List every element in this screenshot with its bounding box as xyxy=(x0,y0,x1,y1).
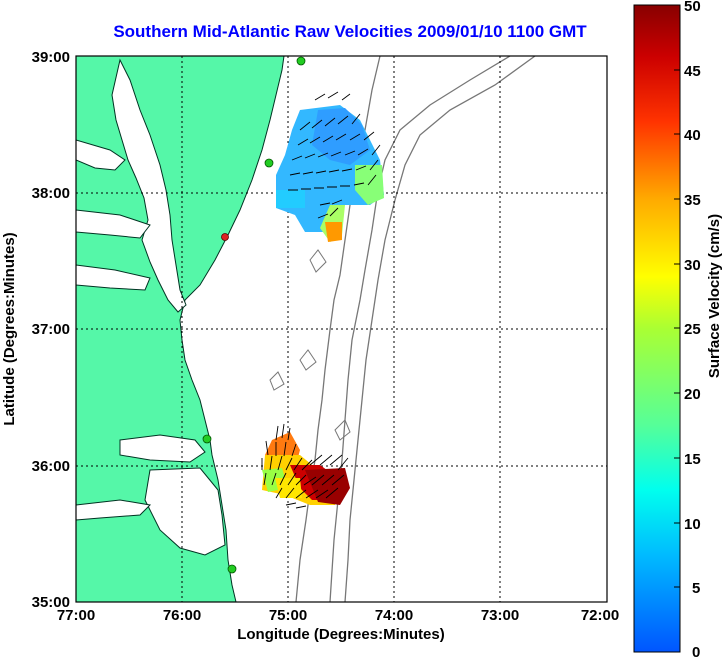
x-tick-label: 74:00 xyxy=(375,607,413,624)
y-tick-label: 35:00 xyxy=(32,594,70,611)
bay-inlet-1 xyxy=(76,139,126,171)
isobath-contour-3 xyxy=(344,56,536,602)
x-axis-label: Longitude (Degrees:Minutes) xyxy=(237,626,445,643)
colorbar-label: Surface Velocity (cm/s) xyxy=(706,214,723,378)
colorbar-tick-label: 20 xyxy=(684,386,701,403)
x-tick-labels: 77:00 76:00 75:00 74:00 73:00 72:00 xyxy=(57,607,619,624)
station-marker xyxy=(202,434,212,444)
y-tick-label: 36:00 xyxy=(32,458,70,475)
y-axis-label: Latitude (Degrees:Minutes) xyxy=(1,232,18,425)
x-tick-label: 73:00 xyxy=(481,607,519,624)
colorbar-tick-labels: 50 45 40 35 30 25 20 15 10 5 0 xyxy=(684,0,701,659)
station-marker xyxy=(227,564,237,574)
colorbar-tick-label: 10 xyxy=(684,516,701,533)
plot-title: Southern Mid-Atlantic Raw Velocities 200… xyxy=(113,22,587,41)
colorbar-tick-label: 25 xyxy=(684,321,701,338)
radar-stations xyxy=(202,56,306,574)
isobath-contour-4 xyxy=(269,249,351,441)
colorbar-tick-label: 50 xyxy=(684,0,701,15)
colorbar-tick-label: 0 xyxy=(692,644,700,659)
x-tick-label: 75:00 xyxy=(269,607,307,624)
x-tick-label: 76:00 xyxy=(163,607,201,624)
y-tick-label: 38:00 xyxy=(32,185,70,202)
station-marker xyxy=(221,233,229,241)
colorbar-tick-label: 35 xyxy=(684,192,701,209)
colorbar-tick-label: 40 xyxy=(684,127,701,144)
y-tick-labels: 39:00 38:00 37:00 36:00 35:00 xyxy=(32,49,70,611)
x-tick-label: 72:00 xyxy=(581,607,619,624)
colorbar-tick-marks xyxy=(674,4,680,588)
velocity-field-north xyxy=(276,91,384,242)
chesapeake-bay xyxy=(111,58,187,313)
bay-inlet-2 xyxy=(76,209,151,239)
plot-frame xyxy=(75,55,608,603)
y-tick-label: 37:00 xyxy=(32,321,70,338)
x-tick-label: 77:00 xyxy=(57,607,95,624)
colorbar-tick-label: 30 xyxy=(684,257,701,274)
colorbar xyxy=(633,4,681,653)
colorbar-tick-label: 15 xyxy=(684,451,701,468)
velocity-field-south xyxy=(261,423,350,509)
station-marker xyxy=(296,56,306,66)
y-tick-label: 39:00 xyxy=(32,49,70,66)
albemarle-sound xyxy=(119,434,206,463)
bay-inlet-3 xyxy=(76,264,151,291)
colorbar-tick-label: 5 xyxy=(692,580,700,597)
pamlico-sound xyxy=(144,467,226,556)
river-1 xyxy=(76,499,152,521)
colorbar-tick-label: 45 xyxy=(684,63,701,80)
station-marker xyxy=(264,158,274,168)
